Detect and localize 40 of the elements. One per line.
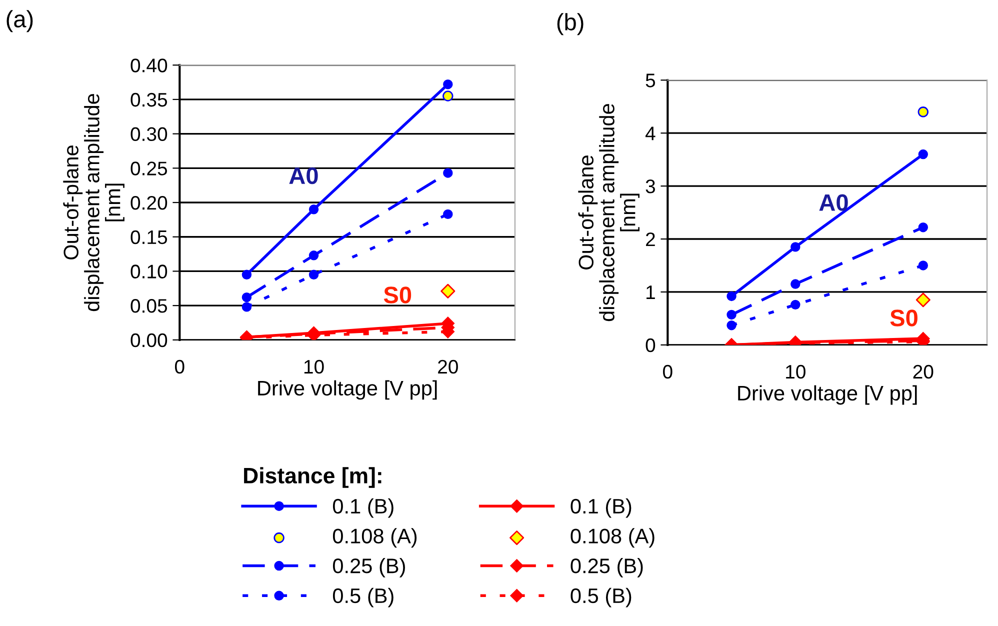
y-tick-label: 0.05 xyxy=(130,299,168,313)
y-tick-label: 0.20 xyxy=(130,196,168,210)
y-tick-label: 0.10 xyxy=(130,264,168,278)
legend-label: 0.108 (A) xyxy=(332,528,417,548)
legend-label: 0.25 (B) xyxy=(332,558,405,578)
legend-label: 0.108 (A) xyxy=(570,528,654,548)
y-axis-title: Out-of-plane displacement amplitude [nm] xyxy=(63,94,124,312)
y-tick-label: 3 xyxy=(646,180,656,194)
y-axis-title: Out-of-plane displacement amplitude [nm] xyxy=(578,104,640,322)
y-tick-label: 0.00 xyxy=(130,333,168,348)
x-tick-label: 20 xyxy=(913,364,934,379)
x-axis-title: Drive voltage [V pp] xyxy=(258,380,437,400)
x-tick-label: 0 xyxy=(174,360,184,374)
legend-label: 0.5 (B) xyxy=(332,588,394,608)
y-tick-label: 0 xyxy=(646,338,656,352)
y-tick-label: 0.35 xyxy=(130,92,168,107)
x-tick-label: 20 xyxy=(438,360,458,374)
legend-label: 0.5 (B) xyxy=(570,588,632,608)
annotation: S0 xyxy=(384,286,412,304)
y-tick-label: 0.40 xyxy=(130,58,168,72)
legend-label: 0.25 (B) xyxy=(570,558,643,578)
x-tick-label: 10 xyxy=(304,360,324,374)
y-tick-label: 0.25 xyxy=(130,162,168,176)
annotation: A0 xyxy=(819,194,848,211)
y-tick-label: 2 xyxy=(646,232,655,246)
y-tick-label: 0.15 xyxy=(130,230,168,244)
x-tick-label: 0 xyxy=(663,364,672,379)
annotation: S0 xyxy=(890,310,918,326)
legend-title: Distance [m]: xyxy=(244,467,382,488)
text: (a) xyxy=(6,10,33,32)
legend-label: 0.1 (B) xyxy=(332,498,394,518)
y-tick-label: 1 xyxy=(646,286,655,300)
legend-label: 0.1 (B) xyxy=(570,498,632,518)
annotation: A0 xyxy=(289,167,318,184)
y-tick-label: 4 xyxy=(645,126,656,140)
x-axis-title: Drive voltage [V pp] xyxy=(738,385,917,405)
y-tick-label: 5 xyxy=(646,74,656,88)
text: (b) xyxy=(557,13,584,36)
x-tick-label: 10 xyxy=(786,364,806,379)
y-tick-label: 0.30 xyxy=(130,127,168,142)
